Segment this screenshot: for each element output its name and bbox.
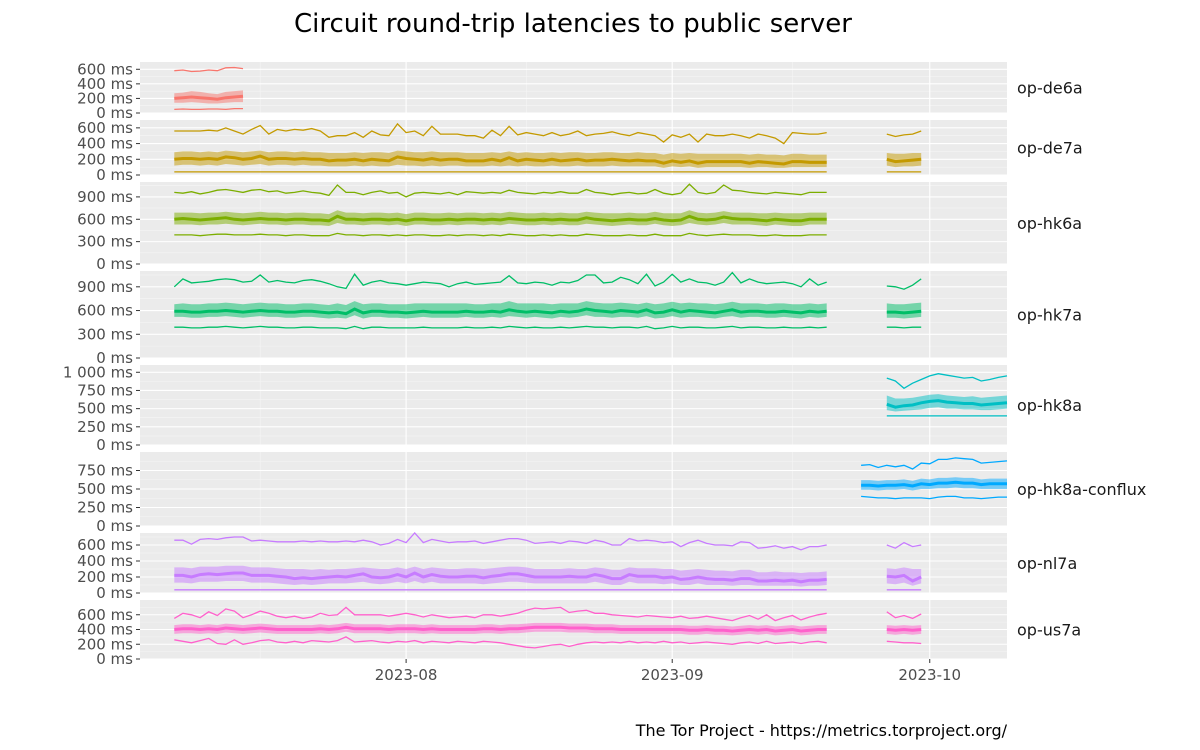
min-line bbox=[886, 640, 922, 645]
y-tick-label: 200 ms bbox=[77, 150, 133, 168]
min-line bbox=[174, 107, 243, 111]
y-tick-label: 600 ms bbox=[77, 119, 133, 137]
y-tick-label: 400 ms bbox=[77, 621, 133, 639]
min-line bbox=[174, 232, 827, 237]
median-line bbox=[861, 480, 1007, 488]
y-tick-label: 400 ms bbox=[77, 135, 133, 153]
x-tick-label: 2023-08 bbox=[375, 666, 438, 684]
facet-label: op-de6a bbox=[1017, 79, 1083, 98]
max-line bbox=[886, 130, 922, 138]
min-line bbox=[174, 325, 827, 330]
y-tick-label: 0 ms bbox=[96, 436, 133, 454]
y-tick-label: 400 ms bbox=[77, 552, 133, 570]
x-tick-label: 2023-10 bbox=[898, 666, 961, 684]
y-tick-label: 250 ms bbox=[77, 418, 133, 436]
median-line bbox=[174, 214, 827, 223]
y-tick-label: 0 ms bbox=[96, 255, 133, 273]
y-tick-label: 750 ms bbox=[77, 462, 133, 480]
facet-label: op-de7a bbox=[1017, 139, 1083, 158]
y-tick-label: 500 ms bbox=[77, 480, 133, 498]
iqr-band bbox=[886, 302, 922, 319]
max-line bbox=[861, 457, 1008, 470]
chart-title: Circuit round-trip latencies to public s… bbox=[294, 9, 852, 39]
caption: The Tor Project - https://metrics.torpro… bbox=[635, 721, 1008, 740]
y-tick-label: 900 ms bbox=[77, 188, 133, 206]
y-tick-label: 0 ms bbox=[96, 650, 133, 668]
y-tick-label: 1 000 ms bbox=[63, 363, 133, 381]
max-line bbox=[174, 532, 827, 551]
max-line bbox=[886, 611, 922, 620]
y-tick-label: 600 ms bbox=[77, 536, 133, 554]
y-tick-label: 250 ms bbox=[77, 499, 133, 517]
min-line bbox=[886, 326, 922, 329]
y-tick-label: 0 ms bbox=[96, 349, 133, 367]
iqr-band bbox=[174, 301, 827, 319]
y-tick-label: 0 ms bbox=[96, 166, 133, 184]
max-line bbox=[174, 122, 827, 145]
y-tick-label: 200 ms bbox=[77, 568, 133, 586]
min-line bbox=[174, 636, 827, 649]
facet-op-hk6a: 0 ms 300 ms 600 ms 900 ms op-hk6a bbox=[77, 182, 1082, 273]
max-line bbox=[174, 66, 244, 73]
facet-label: op-hk8a bbox=[1017, 396, 1082, 415]
min-line bbox=[861, 495, 1007, 500]
y-tick-label: 0 ms bbox=[96, 584, 133, 602]
facet-label: op-hk6a bbox=[1017, 214, 1082, 233]
y-tick-label: 600 ms bbox=[77, 302, 133, 320]
facet-label: op-hk8a-conflux bbox=[1017, 480, 1146, 499]
median-line bbox=[174, 154, 827, 166]
median-line bbox=[886, 627, 922, 632]
x-tick-label: 2023-09 bbox=[641, 666, 704, 684]
median-line bbox=[174, 94, 244, 101]
median-line bbox=[886, 573, 922, 583]
y-tick-label: 300 ms bbox=[77, 325, 133, 343]
y-tick-label: 200 ms bbox=[77, 89, 133, 107]
median-line bbox=[174, 307, 827, 316]
median-line bbox=[886, 399, 1008, 409]
max-line bbox=[174, 183, 827, 198]
x-axis: 2023-08 2023-09 2023-10 bbox=[375, 659, 961, 684]
y-tick-label: 0 ms bbox=[96, 104, 133, 122]
facet-label: op-us7a bbox=[1017, 621, 1081, 640]
y-tick-label: 900 ms bbox=[77, 278, 133, 296]
facet-op-hk7a: 0 ms 300 ms 600 ms 900 ms op-hk7a bbox=[77, 271, 1082, 367]
median-line bbox=[174, 571, 827, 584]
max-line bbox=[173, 606, 827, 622]
y-tick-label: 200 ms bbox=[77, 635, 133, 653]
median-line bbox=[886, 309, 922, 315]
max-line bbox=[886, 541, 922, 549]
y-tick-label: 600 ms bbox=[77, 210, 133, 228]
facet-label: op-hk7a bbox=[1017, 306, 1082, 325]
facet-label: op-nl7a bbox=[1017, 554, 1077, 573]
max-line bbox=[886, 373, 1008, 390]
y-tick-label: 500 ms bbox=[77, 400, 133, 418]
max-line bbox=[886, 278, 922, 290]
y-tick-label: 300 ms bbox=[77, 233, 133, 251]
y-tick-label: 600 ms bbox=[77, 60, 133, 78]
median-line bbox=[886, 157, 922, 164]
iqr-band bbox=[174, 210, 827, 226]
y-tick-label: 750 ms bbox=[77, 381, 133, 399]
y-tick-label: 400 ms bbox=[77, 75, 133, 93]
y-tick-label: 600 ms bbox=[77, 606, 133, 624]
y-tick-label: 0 ms bbox=[96, 517, 133, 535]
panel-background bbox=[140, 62, 1007, 113]
max-line bbox=[173, 271, 827, 290]
median-line bbox=[174, 625, 827, 633]
panel-background bbox=[140, 365, 1007, 445]
